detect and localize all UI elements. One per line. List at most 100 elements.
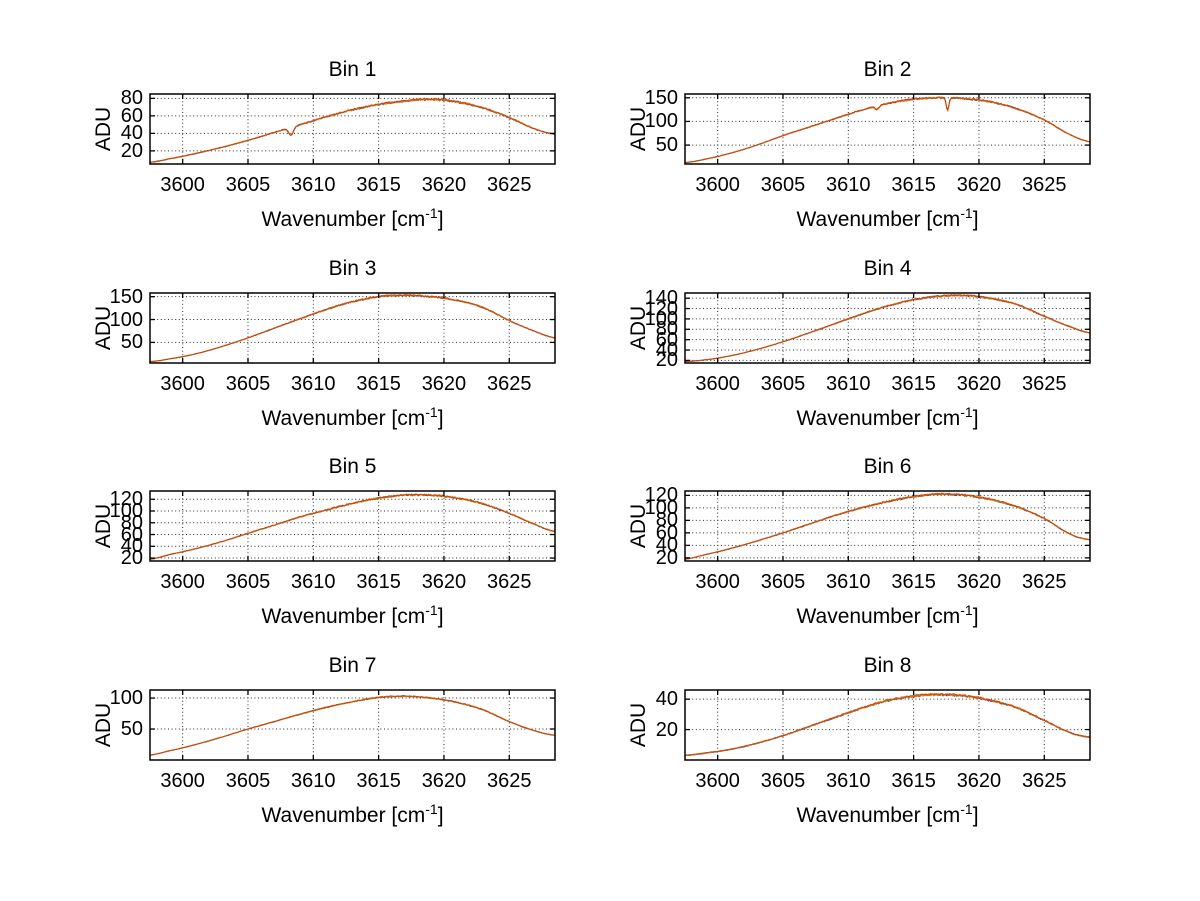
series-line xyxy=(150,97,555,163)
x-axis-label-close: ] xyxy=(437,804,444,827)
y-tick-label: 60 xyxy=(655,328,678,351)
axis-frame xyxy=(149,93,556,165)
x-axis-label: Wavenumber [cm-1] xyxy=(796,801,979,828)
x-axis-label-exponent: -1 xyxy=(425,602,438,618)
x-tick-label: 3620 xyxy=(956,373,1002,395)
x-tick-label: 3625 xyxy=(487,571,532,593)
y-tick-label: 20 xyxy=(120,139,143,162)
y-tick-label: 140 xyxy=(644,287,678,310)
series-line xyxy=(150,695,555,756)
series-line xyxy=(685,294,1090,362)
series-line xyxy=(150,695,555,756)
axis-frame xyxy=(684,490,1091,562)
series-group xyxy=(685,293,1090,363)
x-tick-label: 3615 xyxy=(356,770,401,792)
x-axis-label-close: ] xyxy=(972,804,979,827)
x-tick-label: 3605 xyxy=(760,174,806,196)
x-tick-label: 3610 xyxy=(291,571,336,593)
x-tick-label: 3620 xyxy=(421,571,467,593)
x-tick-label: 3625 xyxy=(487,373,532,395)
x-tick-label: 3610 xyxy=(826,373,871,395)
x-axis-label-close: ] xyxy=(972,407,979,430)
x-tick-label: 3625 xyxy=(487,174,532,196)
x-axis-label-close: ] xyxy=(972,208,979,231)
plot-canvas xyxy=(149,292,556,364)
plot-canvas xyxy=(684,490,1091,562)
plot-title: Bin 4 xyxy=(863,257,912,280)
series-group xyxy=(685,692,1090,757)
series-line xyxy=(685,492,1090,560)
series-line xyxy=(685,492,1090,560)
x-tick-label: 3610 xyxy=(826,571,871,593)
x-axis-label-exponent: -1 xyxy=(425,205,438,221)
x-axis-label-base: Wavenumber [cm xyxy=(796,407,961,430)
series-line xyxy=(150,695,555,756)
x-axis-label-base: Wavenumber [cm xyxy=(796,208,961,231)
x-axis-label: Wavenumber [cm-1] xyxy=(261,205,443,232)
y-tick-label: 100 xyxy=(109,687,143,710)
x-tick-label: 3620 xyxy=(421,373,467,395)
series-group xyxy=(150,293,555,363)
series-line xyxy=(150,695,555,756)
x-tick-label: 3615 xyxy=(891,174,936,196)
x-tick-label: 3620 xyxy=(956,571,1002,593)
axis-frame xyxy=(684,689,1091,761)
series-line xyxy=(685,293,1090,362)
x-tick-label: 3625 xyxy=(1022,571,1067,593)
plot-title: Bin 1 xyxy=(328,58,377,81)
axis-frame xyxy=(684,292,1091,364)
x-axis-label-exponent: -1 xyxy=(960,801,973,817)
y-tick-label: 20 xyxy=(655,546,678,569)
plot-title: Bin 2 xyxy=(863,58,912,81)
x-axis-label-base: Wavenumber [cm xyxy=(261,605,426,628)
series-line xyxy=(685,96,1090,164)
x-axis-label-exponent: -1 xyxy=(960,602,973,618)
x-axis-label-base: Wavenumber [cm xyxy=(261,804,426,827)
y-tick-label: 40 xyxy=(655,534,678,557)
x-tick-label: 3605 xyxy=(225,373,271,395)
y-tick-label: 20 xyxy=(655,718,678,741)
x-tick-label: 3620 xyxy=(421,174,467,196)
series-group xyxy=(685,492,1090,560)
x-axis-label: Wavenumber [cm-1] xyxy=(796,206,979,232)
y-tick-label: 60 xyxy=(120,523,143,546)
x-axis-label: Wavenumber [cm-1] xyxy=(796,602,978,629)
axis-frame xyxy=(149,292,556,364)
plot-canvas xyxy=(684,93,1091,165)
y-axis-label: ADU xyxy=(627,702,650,748)
x-axis-label: Wavenumber [cm-1] xyxy=(261,405,444,431)
plot-canvas xyxy=(149,689,556,761)
x-tick-label: 3615 xyxy=(356,571,401,593)
series-group xyxy=(150,493,555,560)
x-axis-label: Wavenumber [cm-1] xyxy=(261,602,443,629)
plot-title: Bin 3 xyxy=(328,257,377,280)
x-tick-label: 3600 xyxy=(695,770,740,792)
y-tick-label: 50 xyxy=(120,331,143,354)
x-axis-label-close: ] xyxy=(437,407,444,430)
x-tick-label: 3605 xyxy=(225,174,271,196)
series-line xyxy=(685,96,1090,163)
x-axis-label-base: Wavenumber [cm xyxy=(796,804,961,827)
series-group xyxy=(150,97,555,164)
plot-canvas xyxy=(149,93,556,165)
plot-canvas xyxy=(684,689,1091,761)
y-tick-label: 150 xyxy=(644,86,678,109)
y-tick-label: 100 xyxy=(109,308,143,331)
x-tick-label: 3615 xyxy=(356,174,401,196)
y-tick-label: 40 xyxy=(655,688,678,711)
series-group xyxy=(150,695,555,756)
series-line xyxy=(685,293,1090,362)
y-tick-label: 100 xyxy=(644,307,678,330)
x-tick-label: 3625 xyxy=(487,770,532,792)
series-line xyxy=(685,692,1090,756)
axis-frame xyxy=(149,689,556,761)
y-tick-label: 20 xyxy=(120,547,143,570)
y-tick-label: 20 xyxy=(655,349,678,372)
y-tick-label: 100 xyxy=(644,496,678,519)
x-axis-label: Wavenumber [cm-1] xyxy=(796,405,979,431)
x-tick-label: 3600 xyxy=(695,571,740,593)
axis-frame xyxy=(149,490,556,562)
y-tick-label: 150 xyxy=(109,285,143,308)
series-line xyxy=(685,96,1090,164)
